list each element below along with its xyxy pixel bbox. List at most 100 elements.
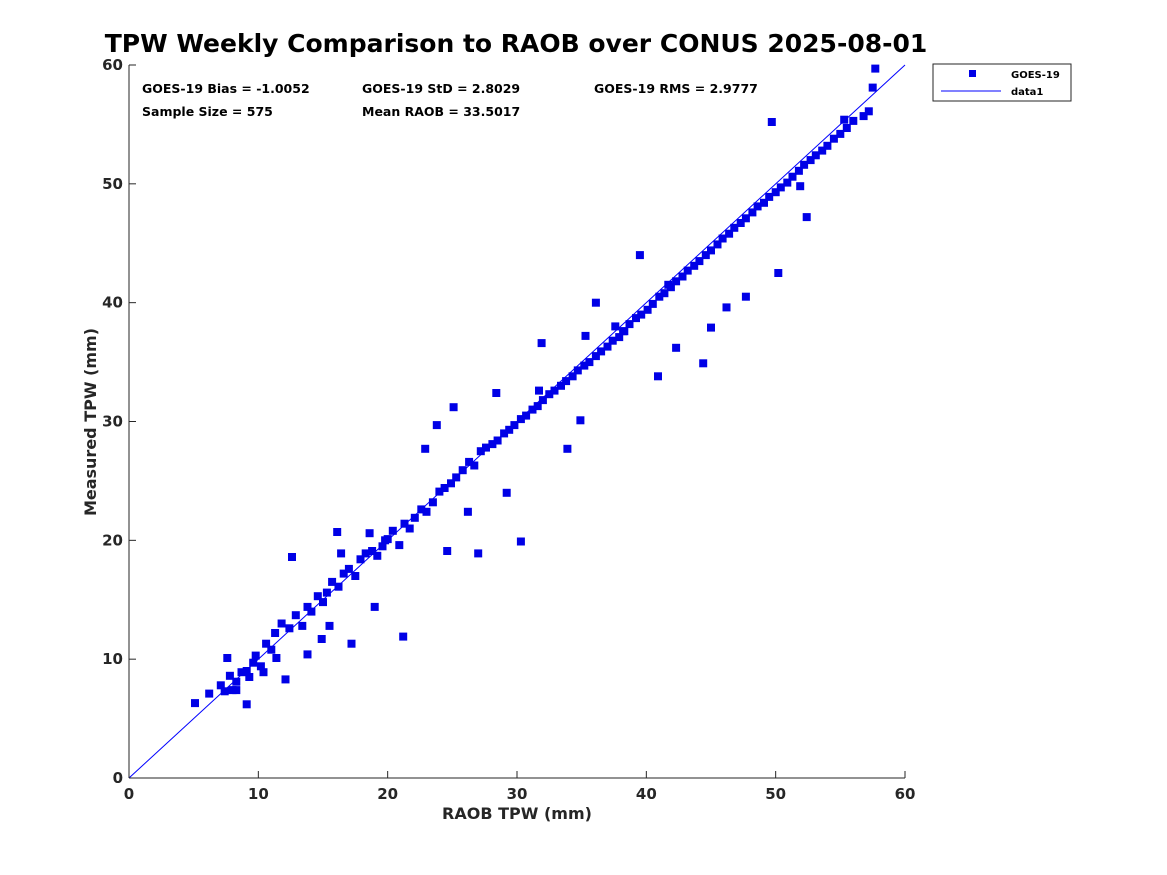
scatter-point	[443, 547, 452, 555]
scatter-point	[836, 129, 845, 138]
scatter-point	[533, 402, 542, 411]
scatter-point	[220, 687, 229, 696]
scatter-point	[432, 421, 441, 430]
scatter-point	[603, 342, 612, 351]
scatter-point	[635, 251, 644, 260]
scatter-point	[410, 513, 419, 522]
scatter-point	[317, 635, 326, 643]
scatter-point	[699, 359, 708, 368]
y-tick-label: 0	[113, 769, 123, 787]
scatter-point	[365, 529, 374, 538]
x-tick-label: 50	[765, 785, 786, 803]
scatter-point	[281, 675, 290, 684]
scatter-point	[277, 619, 286, 628]
scatter-point	[298, 621, 307, 630]
scatter-point	[788, 172, 797, 181]
y-axis-label: Measured TPW (mm)	[81, 328, 100, 516]
scatter-point	[388, 526, 397, 535]
scatter-point	[713, 240, 722, 249]
x-axis-label: RAOB TPW (mm)	[442, 804, 592, 823]
scatter-point	[351, 572, 360, 580]
scatter-point	[205, 689, 214, 698]
scatter-point	[476, 447, 485, 456]
x-tick-label: 0	[124, 785, 134, 803]
scatter-point	[262, 639, 271, 648]
stat-mean-raob: Mean RAOB = 33.5017	[362, 104, 520, 119]
scatter-point	[328, 577, 337, 586]
scatter-point	[767, 118, 776, 126]
scatter-point	[760, 198, 768, 207]
scatter-point	[718, 234, 727, 243]
scatter-point	[802, 213, 811, 222]
scatter-point	[256, 662, 265, 671]
scatter-point	[591, 352, 600, 361]
scatter-point	[303, 602, 312, 611]
legend-box	[932, 63, 1072, 102]
scatter-point	[223, 654, 232, 662]
scatter-point	[683, 266, 692, 275]
scatter-point	[347, 639, 356, 648]
scatter-point	[562, 377, 571, 386]
scatter-point	[678, 272, 687, 281]
scatter-point	[580, 361, 589, 370]
scatter-points	[191, 64, 880, 709]
scatter-point	[251, 651, 260, 660]
scatter-point	[800, 160, 809, 169]
scatter-point	[806, 156, 815, 165]
scatter-point	[395, 541, 404, 550]
scatter-point	[344, 564, 353, 573]
scatter-point	[319, 598, 327, 607]
x-tick-label: 40	[636, 785, 657, 803]
scatter-point	[783, 178, 792, 187]
scatter-point	[664, 280, 673, 289]
scatter-point	[378, 542, 387, 551]
scatter-point	[291, 611, 300, 620]
scatter-point	[637, 310, 646, 319]
scatter-point	[776, 183, 785, 192]
scatter-point	[339, 569, 348, 578]
scatter-point	[272, 654, 281, 662]
scatter-point	[859, 112, 868, 121]
scatter-point	[741, 292, 750, 301]
scatter-point	[417, 505, 426, 514]
scatter-point	[707, 323, 715, 332]
x-tick-label: 10	[248, 785, 269, 803]
chart-title: TPW Weekly Comparison to RAOB over CONUS…	[105, 29, 928, 58]
scatter-point	[458, 466, 467, 475]
scatter-point	[500, 429, 509, 438]
scatter-point	[730, 223, 739, 232]
stat-std: GOES-19 StD = 2.8029	[362, 81, 520, 96]
scatter-point	[482, 443, 490, 452]
scatter-point	[405, 524, 414, 533]
scatter-point	[502, 488, 511, 497]
scatter-point	[288, 553, 296, 561]
scatter-point	[381, 536, 390, 545]
scatter-point	[818, 146, 827, 155]
legend-goes19-marker	[969, 70, 976, 77]
scatter-point	[535, 386, 543, 395]
scatter-point	[465, 457, 474, 466]
y-tick-label: 40	[102, 294, 123, 312]
scatter-point	[488, 440, 497, 449]
scatter-point	[591, 298, 600, 307]
scatter-point	[356, 555, 365, 564]
scatter-point	[368, 547, 377, 555]
scatter-point	[597, 347, 606, 356]
scatter-point	[690, 261, 699, 270]
x-tick-label: 30	[507, 785, 528, 803]
scatter-point	[428, 498, 437, 507]
scatter-point	[707, 246, 715, 255]
scatter-point	[695, 257, 704, 266]
scatter-point	[334, 582, 343, 591]
scatter-point	[225, 671, 234, 680]
scatter-point	[538, 396, 547, 405]
scatter-point	[191, 699, 199, 708]
y-tick-label: 30	[102, 413, 123, 431]
scatter-point	[748, 208, 757, 217]
scatter-point	[361, 549, 370, 558]
scatter-point	[771, 188, 780, 197]
scatter-point	[741, 214, 750, 223]
scatter-point	[736, 219, 745, 227]
scatter-point	[625, 320, 634, 329]
scatter-point	[249, 658, 258, 667]
